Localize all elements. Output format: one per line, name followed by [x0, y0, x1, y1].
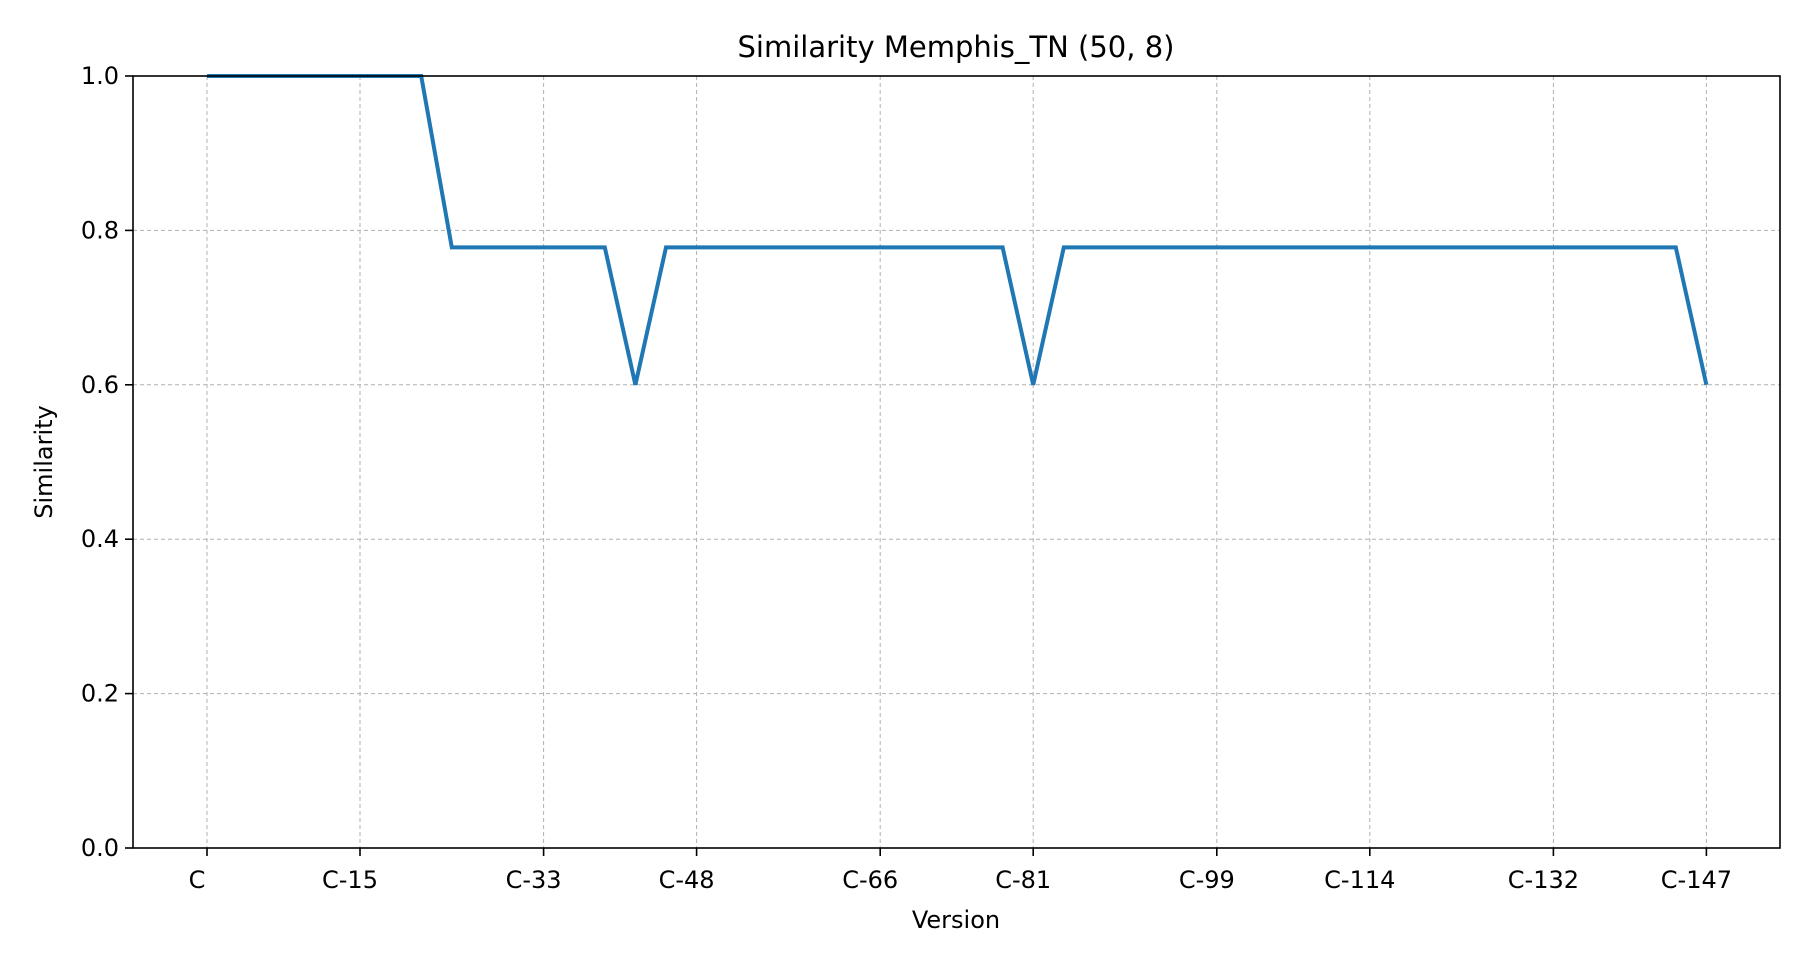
chart-title: Similarity Memphis_TN (50, 8): [738, 30, 1175, 64]
x-axis: C C-15 C-33 C-48 C-66 C-81 C-99 C-114 C-132 C-147: [189, 848, 1732, 894]
y-tick-label: 1.0: [81, 62, 119, 90]
y-tick-label: 0.6: [81, 371, 119, 399]
y-tick-label: 0.4: [81, 525, 119, 553]
y-axis-label: Similarity: [30, 405, 58, 518]
x-axis-label: Version: [912, 906, 1000, 934]
series-layer: [207, 74, 1709, 386]
x-tick-label: C-99: [1179, 866, 1235, 894]
x-tick-label: C: [189, 866, 206, 894]
series-line-0: [207, 74, 1709, 386]
x-tick-label: C-132: [1508, 866, 1579, 894]
y-tick-label: 0.8: [81, 216, 119, 244]
x-tick-label: C-33: [506, 866, 562, 894]
y-tick-label: 0.0: [81, 834, 119, 862]
plot-area: [132, 75, 1781, 849]
x-tick-label: C-81: [995, 866, 1051, 894]
grid: [133, 75, 1780, 849]
y-tick-label: 0.2: [81, 680, 119, 708]
x-tick-label: C-15: [322, 866, 378, 894]
x-tick-label: C-48: [659, 866, 715, 894]
x-tick-label: C-147: [1661, 866, 1732, 894]
y-axis: 0.0 0.2 0.4 0.6 0.8 1.0: [81, 62, 133, 862]
x-tick-label: C-114: [1324, 866, 1395, 894]
x-tick-label: C-66: [842, 866, 898, 894]
